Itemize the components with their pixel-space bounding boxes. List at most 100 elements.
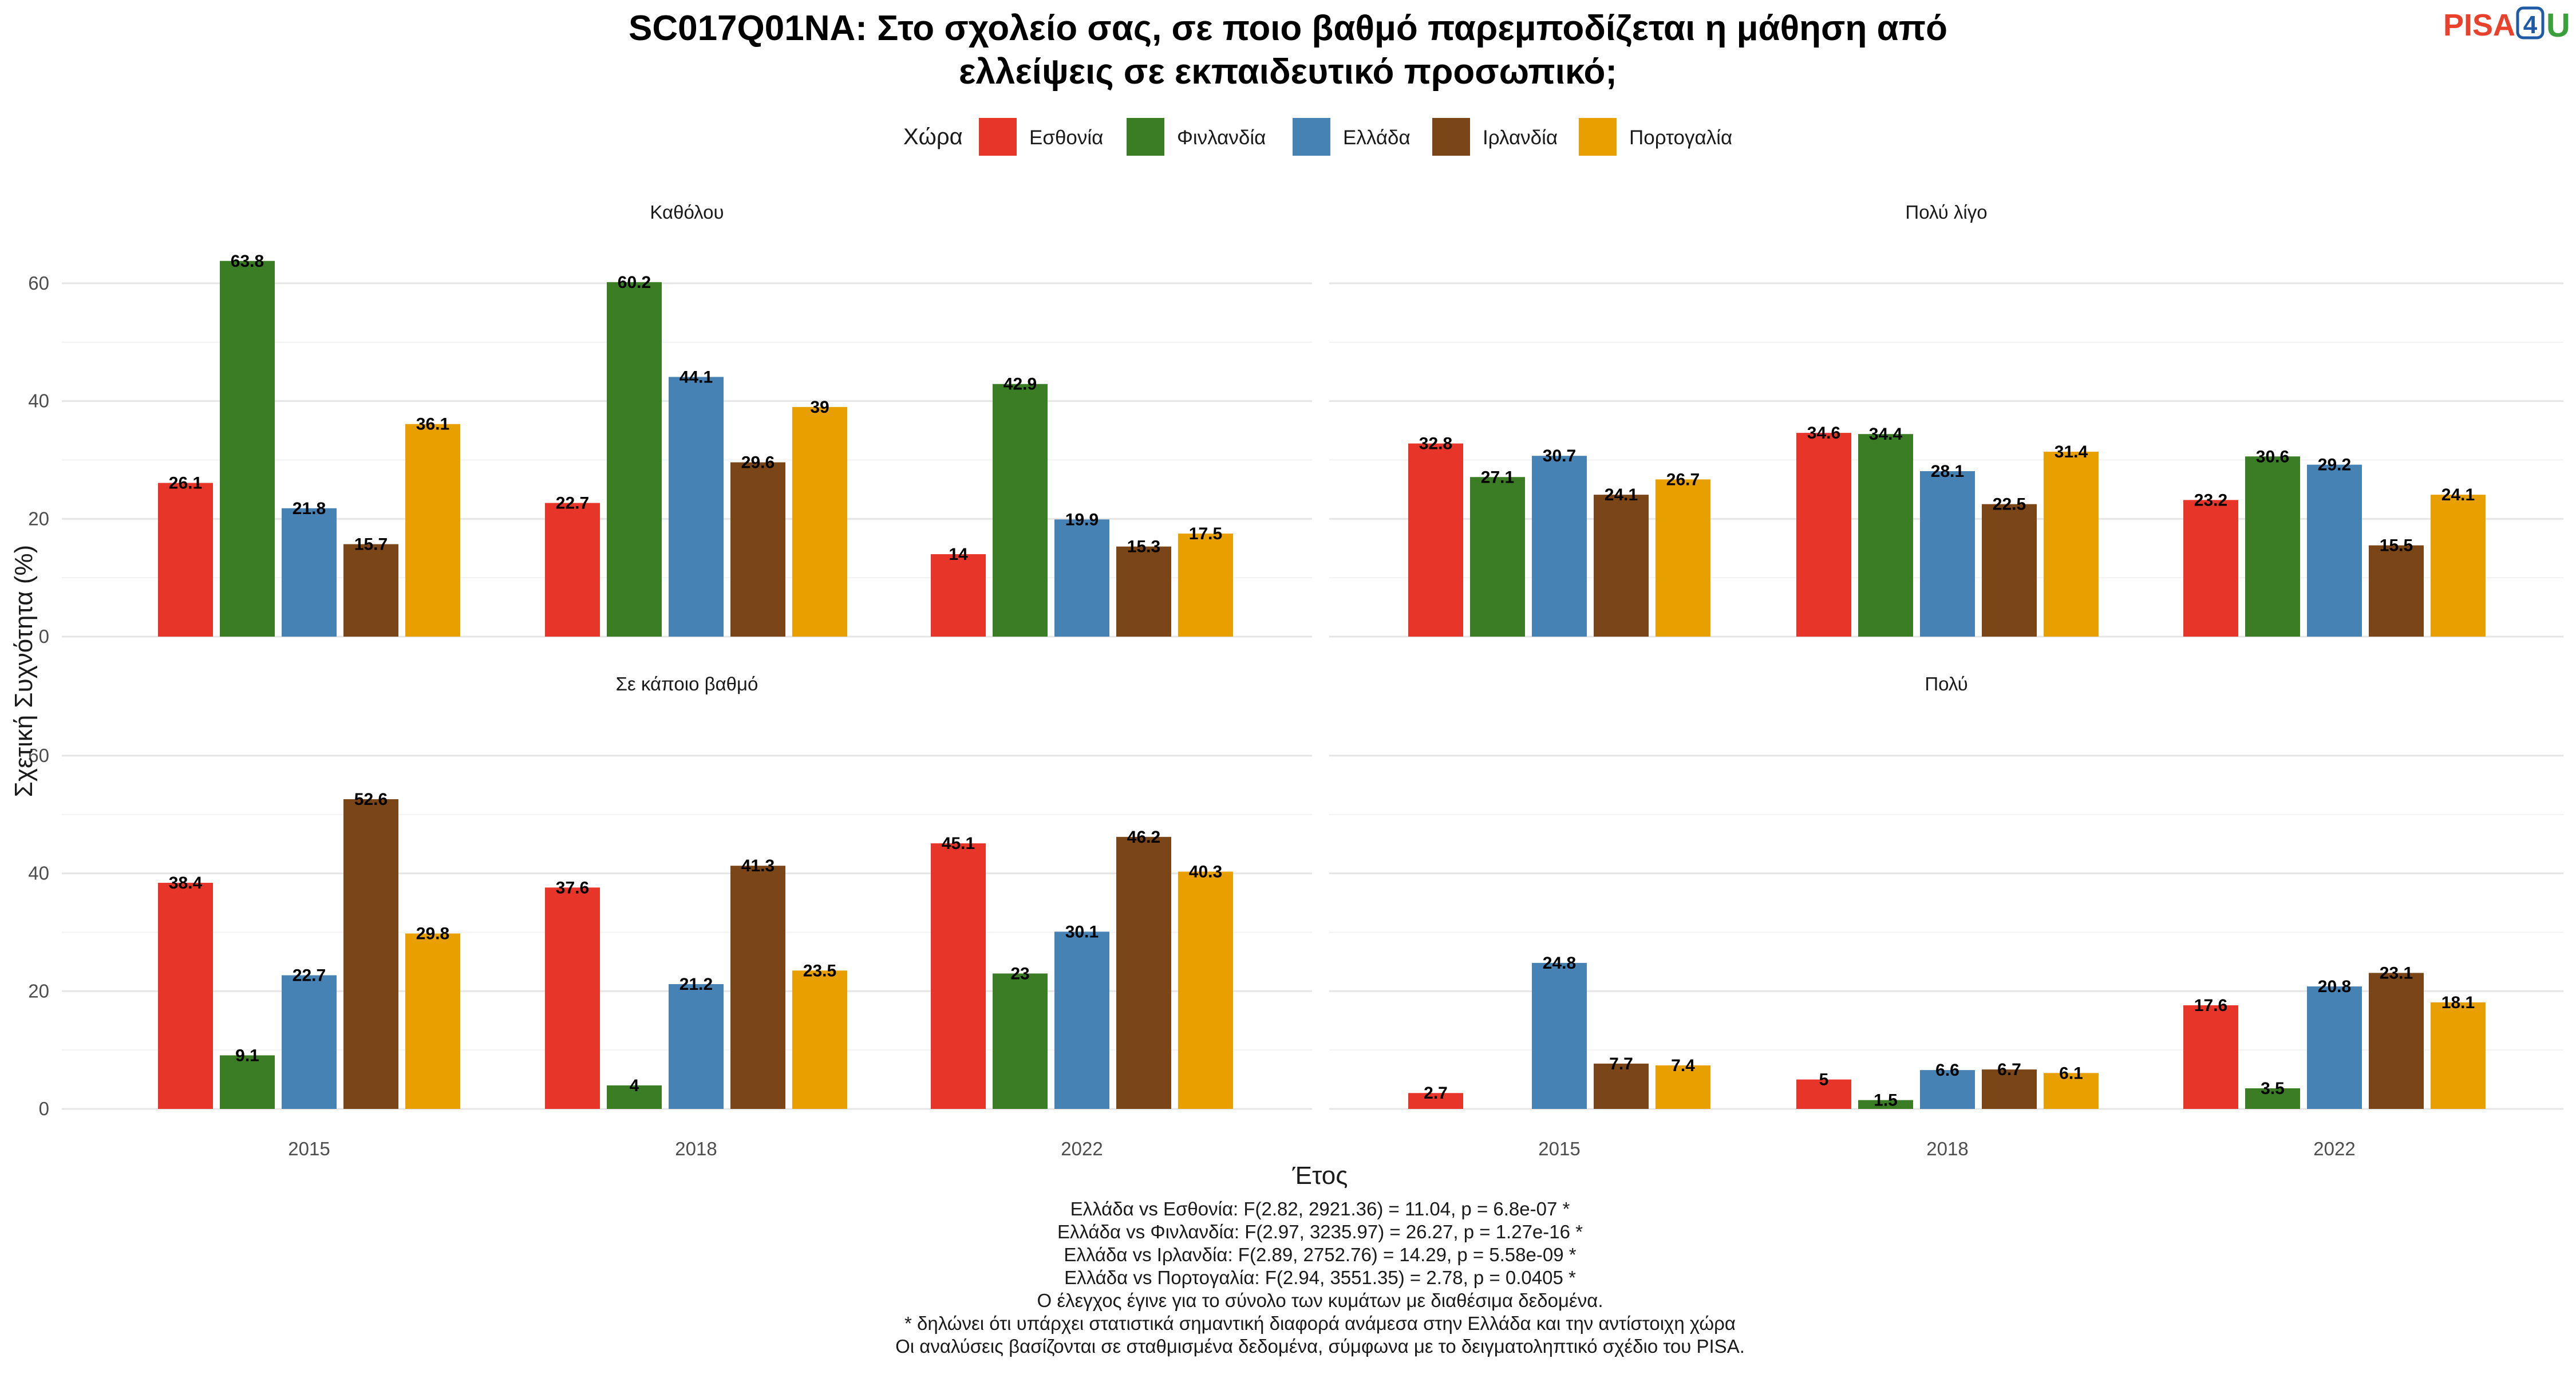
bar-value-label: 27.1: [1481, 468, 1514, 487]
y-tick-label: 20: [28, 980, 49, 1001]
legend: Χώρα Εσθονία Φινλανδία Ελλάδα Ιρλανδία Πορτογ…: [903, 118, 1732, 156]
chart-title-line2: ελλείψεις σε εκπαιδευτικό προσωπικό;: [959, 52, 1617, 92]
bar-value-label: 22.5: [1993, 495, 2026, 514]
facet-title: Καθόλου: [650, 202, 724, 223]
bar: [669, 984, 724, 1109]
bar-value-label: 26.7: [1666, 470, 1700, 489]
bar: [1178, 534, 1233, 637]
bar: [1532, 456, 1587, 637]
y-tick-label: 0: [39, 626, 49, 647]
bar: [792, 406, 847, 637]
y-tick-label: 60: [28, 273, 49, 294]
chart-title-line1: SC017Q01NA: Στο σχολείο σας, σε ποιο βαθ…: [629, 9, 1947, 48]
bar: [158, 883, 213, 1109]
bar: [2431, 1002, 2486, 1109]
bar-value-label: 63.8: [231, 252, 264, 271]
bar-value-label: 9.1: [235, 1046, 259, 1065]
bar: [2044, 452, 2099, 637]
bar-value-label: 23.1: [2380, 964, 2413, 982]
bar: [2369, 545, 2424, 637]
logo-pisa-text: PISA: [2443, 8, 2515, 42]
panels: Καθόλου020406026.122.71463.860.242.921.8…: [28, 202, 2563, 1159]
bar-value-label: 37.6: [556, 878, 589, 897]
bar: [1054, 931, 1109, 1109]
y-tick-label: 20: [28, 508, 49, 529]
x-tick-label: 2015: [1538, 1138, 1580, 1159]
bar-value-label: 24.8: [1543, 954, 1576, 973]
bar-value-label: 36.1: [416, 415, 449, 434]
bar: [1858, 434, 1913, 637]
bar-value-label: 22.7: [293, 966, 326, 985]
bar: [1656, 479, 1710, 637]
bar-value-label: 23.5: [803, 961, 836, 980]
bar: [2183, 500, 2238, 637]
bar: [1920, 1070, 1975, 1109]
bar-value-label: 15.7: [354, 535, 388, 554]
bar-value-label: 38.4: [169, 874, 203, 893]
bar-value-label: 18.1: [2441, 993, 2475, 1012]
panel-3: Σε κάποιο βαθμό 0 20 40 60 38.4 37.6 45.1 9.1 4 23…: [28, 673, 1312, 1159]
bar-value-label: 52.6: [354, 790, 388, 809]
panel-2: Πολύ λίγο 32.8 34.6 23.2 27.1 34.4 30.6 30.7 28.…: [1329, 202, 2563, 638]
bar-value-label: 39: [810, 398, 829, 417]
bar: [1858, 1100, 1913, 1109]
facet-title: Σε κάποιο βαθμό: [616, 673, 758, 694]
legend-title: Χώρα: [903, 124, 963, 149]
bar-value-label: 17.5: [1189, 524, 1222, 543]
bar-value-label: 20.8: [2318, 977, 2351, 996]
bar: [1116, 546, 1171, 637]
caption-line: Ο έλεγχος έγινε για το σύνολο των κυμάτω…: [1037, 1290, 1603, 1311]
y-tick-label: 0: [39, 1098, 49, 1119]
bar: [405, 933, 460, 1109]
logo-four-text: 4: [2523, 11, 2538, 39]
x-tick-label: 2022: [2313, 1138, 2355, 1159]
y-tick-label: 40: [28, 863, 49, 884]
bar-value-label: 15.5: [2380, 536, 2413, 555]
bar-value-label: 6.6: [1935, 1061, 1959, 1080]
logo-u-text: U: [2546, 7, 2570, 44]
bar: [2369, 973, 2424, 1109]
bar: [1594, 1063, 1649, 1109]
legend-label: Ιρλανδία: [1483, 127, 1558, 149]
bar-value-label: 19.9: [1065, 510, 1099, 529]
bar: [545, 887, 600, 1109]
caption-line: * δηλώνει ότι υπάρχει στατιστικά σημαντι…: [904, 1313, 1736, 1334]
bar-value-label: 23.2: [2194, 491, 2227, 510]
panel-1: Καθόλου 0 20 40 60 26.1 22.7 14 63.8 60.2 42.9 21.8…: [28, 202, 1312, 647]
bar-value-label: 42.9: [1003, 375, 1037, 394]
bar: [545, 503, 600, 637]
bar: [405, 424, 460, 637]
bar-value-label: 26.1: [169, 474, 202, 493]
bar: [669, 377, 724, 637]
bar: [1408, 443, 1463, 637]
bar-value-label: 21.2: [679, 975, 713, 994]
x-tick-label: 2018: [675, 1138, 717, 1159]
y-tick-label: 40: [28, 390, 49, 412]
bar: [1982, 504, 2037, 637]
bar-value-label: 44.1: [679, 368, 713, 386]
bar: [792, 970, 847, 1109]
bar-value-label: 32.8: [1419, 435, 1452, 453]
bar: [2307, 986, 2362, 1109]
bar: [2431, 495, 2486, 637]
bar: [993, 973, 1048, 1109]
bar: [2245, 1088, 2300, 1109]
facet-title: Πολύ λίγο: [1905, 202, 1987, 223]
bar: [1054, 519, 1109, 637]
bar: [343, 544, 398, 637]
bar-value-label: 34.4: [1869, 425, 1903, 444]
bar-value-label: 30.1: [1065, 922, 1099, 941]
facet-title: Πολύ: [1925, 673, 1967, 694]
bar: [931, 843, 986, 1109]
y-tick-label: 60: [28, 745, 49, 766]
caption-line: Ελλάδα vs Ιρλανδία: F(2.89, 2752.76) = 1…: [1064, 1244, 1576, 1265]
bar-value-label: 2.7: [1424, 1084, 1448, 1103]
legend-key: [1432, 118, 1470, 156]
bar: [2183, 1005, 2238, 1109]
bar-value-label: 6.1: [2059, 1064, 2083, 1083]
bar-value-label: 1.5: [1874, 1091, 1898, 1110]
logo-four-box: [2516, 6, 2545, 40]
bar-value-label: 7.7: [1609, 1055, 1633, 1073]
bar-value-label: 15.3: [1127, 538, 1160, 556]
bar-value-label: 3.5: [2261, 1079, 2285, 1098]
